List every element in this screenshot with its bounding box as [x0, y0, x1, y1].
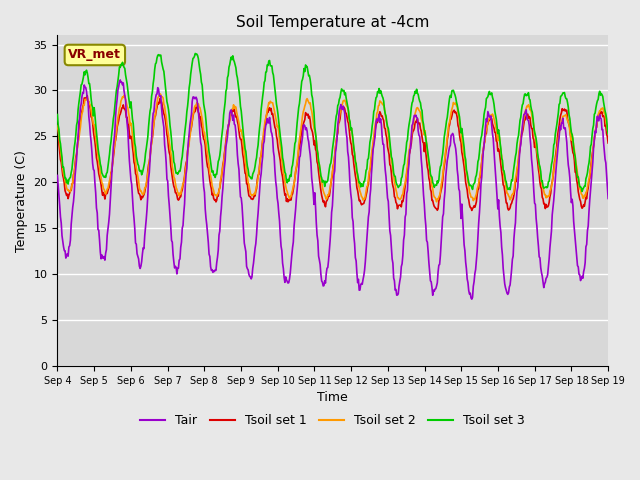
Y-axis label: Temperature (C): Temperature (C): [15, 150, 28, 252]
Legend: Tair, Tsoil set 1, Tsoil set 2, Tsoil set 3: Tair, Tsoil set 1, Tsoil set 2, Tsoil se…: [136, 409, 530, 432]
X-axis label: Time: Time: [317, 391, 348, 404]
Title: Soil Temperature at -4cm: Soil Temperature at -4cm: [236, 15, 429, 30]
Text: VR_met: VR_met: [68, 48, 122, 61]
